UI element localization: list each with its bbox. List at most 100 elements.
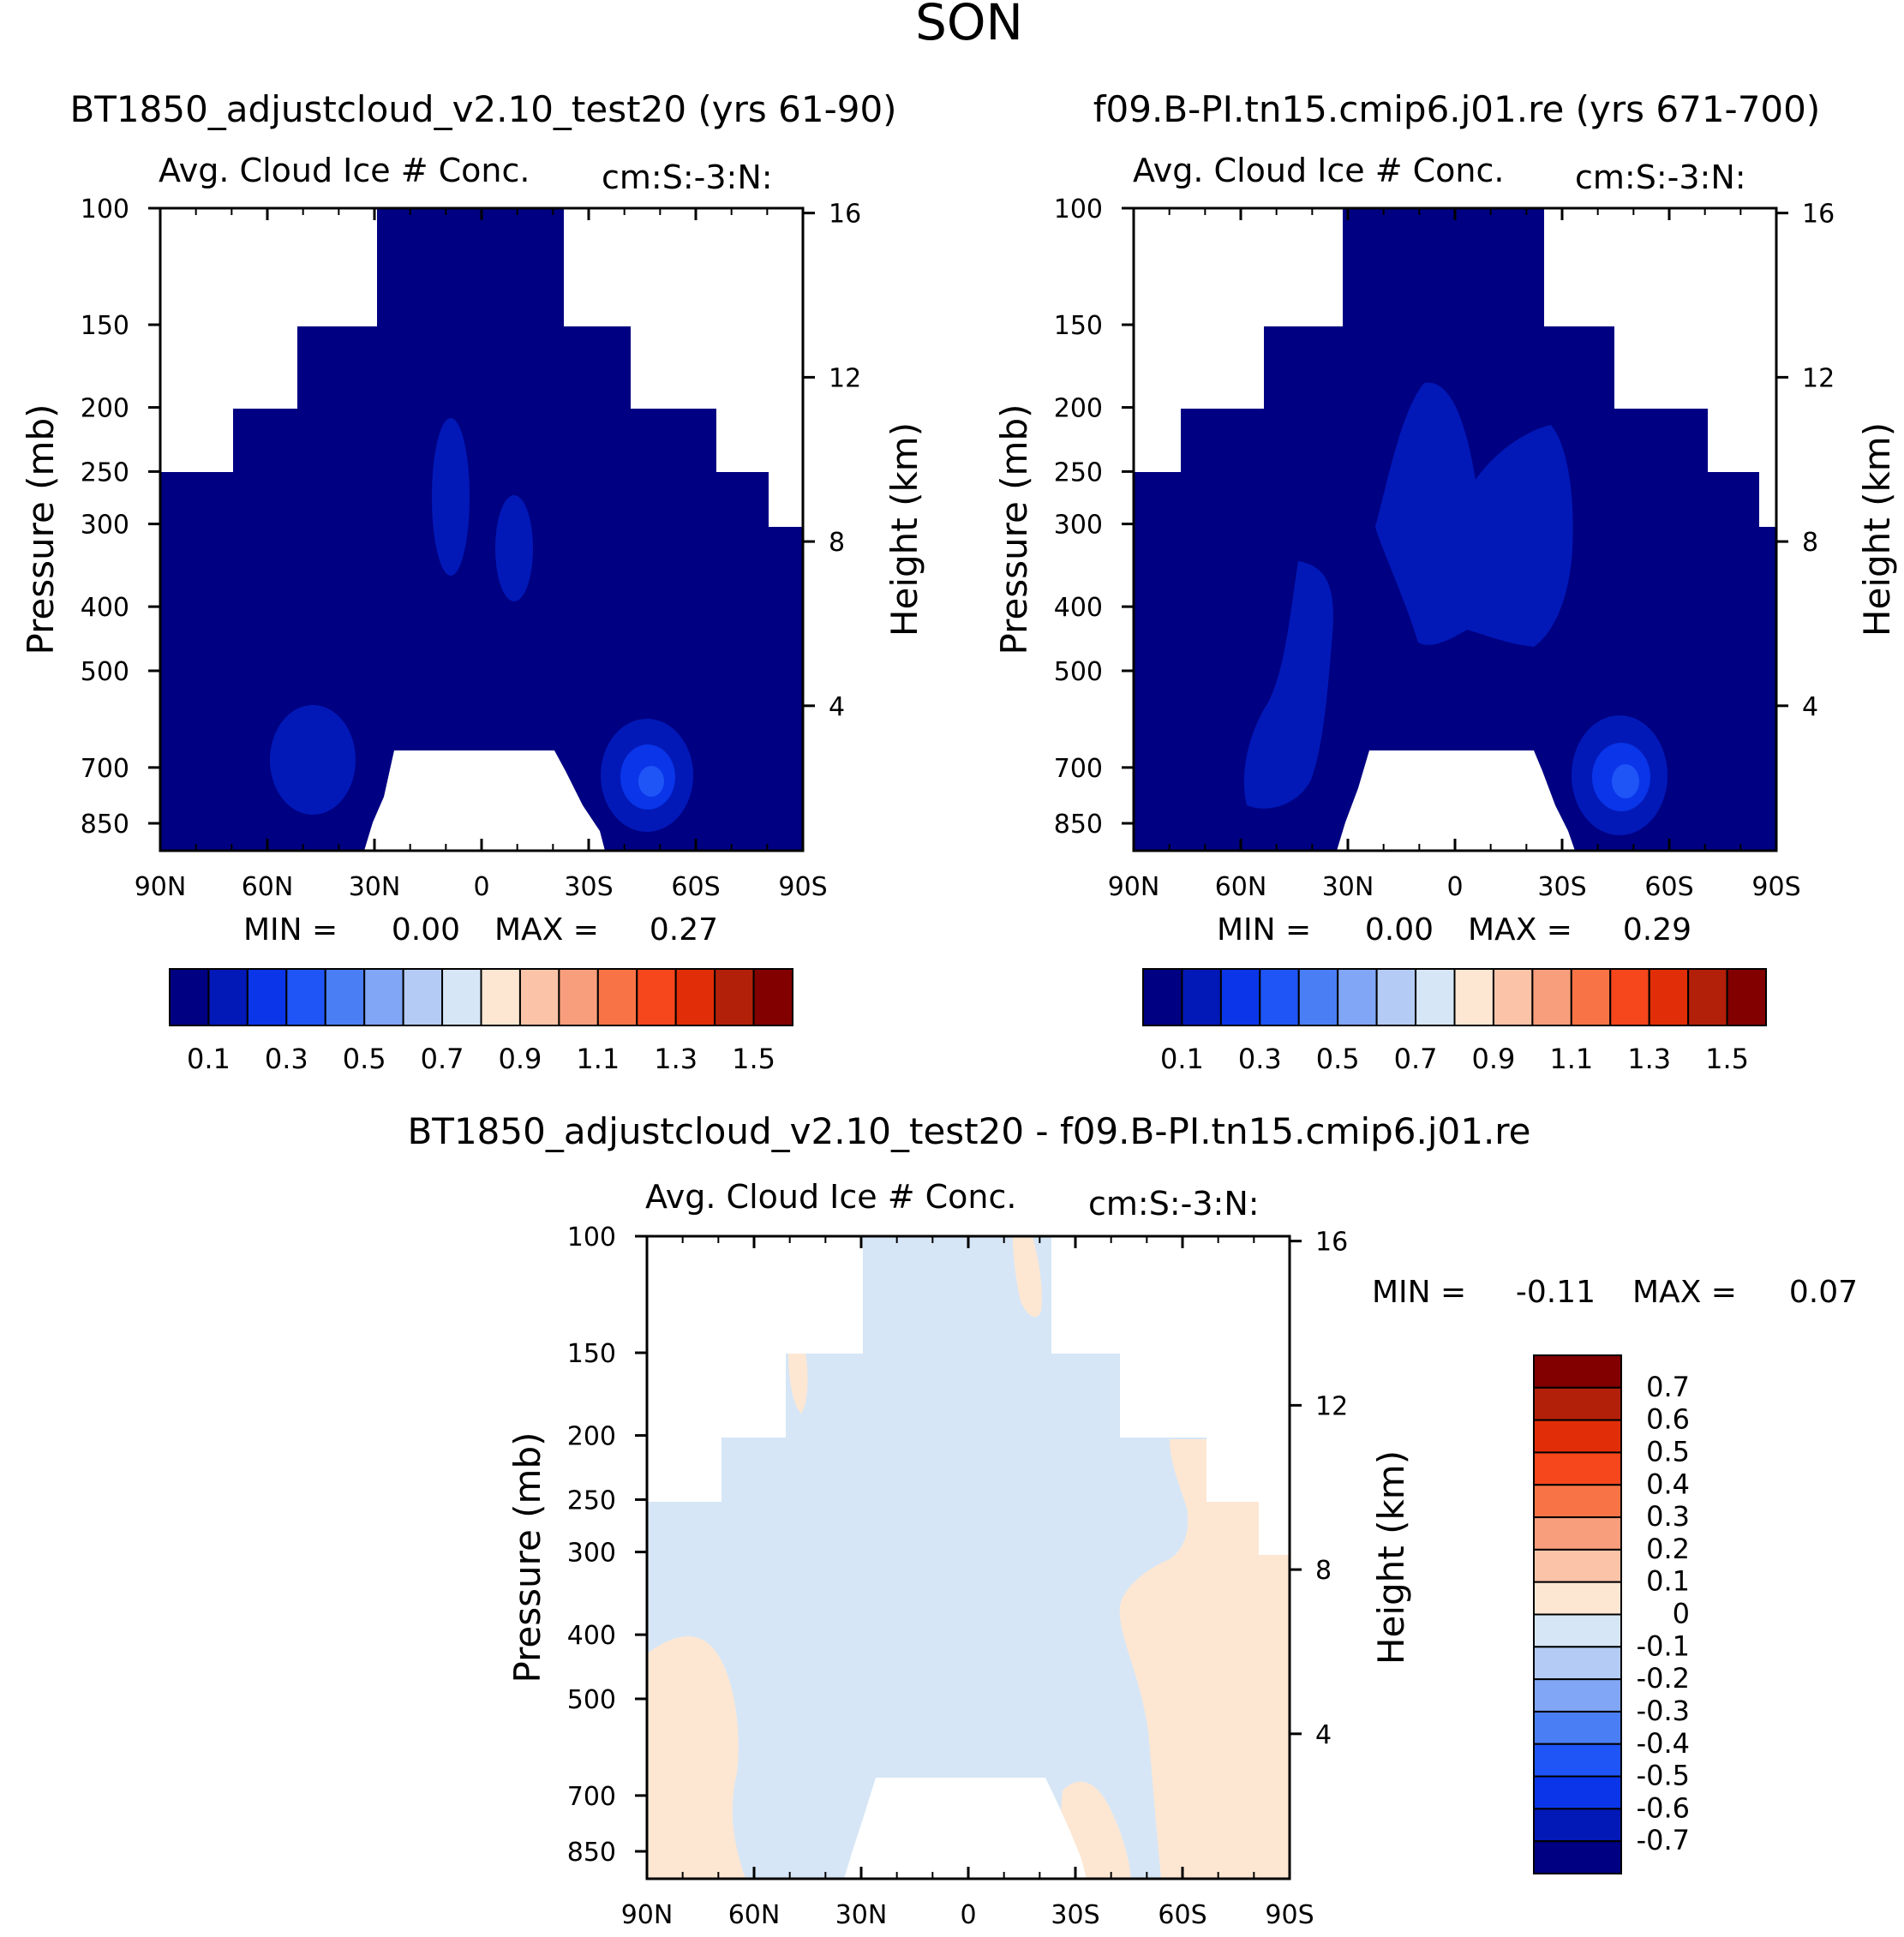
colorbar-box: [1726, 968, 1767, 1026]
x-tick-label: 90S: [1265, 1900, 1314, 1930]
colorbar-label: 0.5: [1646, 1435, 1690, 1468]
y-tick-label: 250: [567, 1486, 616, 1516]
x-tick-label: 90S: [778, 872, 827, 902]
y-tick-label: 100: [567, 1223, 616, 1252]
y-tick-label: 700: [1054, 754, 1103, 784]
colorbar-label: -0.7: [1637, 1824, 1690, 1856]
colorbar-box: [207, 968, 248, 1026]
panel-3-plot-area: [645, 1235, 1291, 1880]
panel-2-field-region: [1375, 382, 1573, 647]
colorbar-box: [402, 968, 444, 1026]
x-tick-label: 30N: [349, 872, 401, 902]
colorbar-box: [1648, 968, 1690, 1026]
x-tick-label: 60S: [671, 872, 720, 902]
panel-1: BT1850_adjustcloud_v2.10_test20 (yrs 61-…: [20, 88, 925, 948]
colorbar-box: [518, 968, 560, 1026]
colorbar-box: [1219, 968, 1261, 1026]
colorbar-box: [363, 968, 404, 1026]
panel-1-field-region: [638, 766, 664, 797]
panel-3-case-title: BT1850_adjustcloud_v2.10_test20 - f09.B-…: [407, 1110, 1530, 1152]
y-tick-label: 500: [567, 1685, 616, 1715]
panel-2-max-value: 0.29: [1623, 912, 1691, 948]
colorbar-label: 0.3: [1238, 1043, 1282, 1075]
colorbar-label: 0.4: [1646, 1468, 1690, 1500]
y-tick-label: 150: [81, 311, 129, 341]
panel-1-y-label: Pressure (mb): [20, 404, 62, 655]
y2-tick-label: 12: [829, 363, 861, 393]
generated-marks: 90N 60N 30N 0 30S 60S 90S100150200250300400500…: [81, 194, 1835, 1930]
panel-2-min-label: MIN =: [1217, 912, 1311, 948]
y2-tick-label: 4: [829, 692, 845, 722]
colorbar-box: [1375, 968, 1417, 1026]
y-tick-label: 200: [567, 1422, 616, 1452]
colorbar-box: [1337, 968, 1378, 1026]
y2-tick-label: 4: [1315, 1720, 1332, 1750]
y2-tick-label: 12: [1315, 1391, 1348, 1421]
panel-3-y-label: Pressure (mb): [506, 1432, 548, 1683]
colorbar-box: [1687, 968, 1728, 1026]
y-tick-label: 300: [567, 1539, 616, 1569]
colorbar-box: [169, 968, 210, 1026]
colorbar-label: 0.2: [1646, 1533, 1690, 1565]
y2-tick-label: 16: [829, 200, 861, 230]
colorbar-label: 0.1: [1160, 1043, 1204, 1075]
y2-tick-label: 8: [829, 528, 845, 558]
y-tick-label: 400: [567, 1621, 616, 1651]
y-tick-label: 150: [1054, 311, 1103, 341]
colorbar-box: [714, 968, 755, 1026]
colorbar-box: [1533, 1743, 1622, 1778]
figure-title: SON: [915, 0, 1023, 51]
y-tick-label: 100: [1054, 194, 1103, 224]
panel-2-units-label: cm:S:-3:N:: [1575, 158, 1746, 196]
y-tick-label: 300: [1054, 511, 1103, 541]
x-tick-label: 90S: [1751, 872, 1800, 902]
x-tick-label: 0: [1446, 872, 1463, 902]
colorbar-box: [1533, 1775, 1622, 1810]
panel-1-variable-label: Avg. Cloud Ice # Conc.: [159, 152, 530, 189]
y-tick-label: 850: [81, 810, 129, 840]
x-tick-label: 0: [473, 872, 489, 902]
x-tick-label: 60S: [1644, 872, 1693, 902]
panel-2: f09.B-PI.tn15.cmip6.j01.re (yrs 671-700)…: [993, 88, 1898, 948]
colorbar-label: -0.4: [1637, 1727, 1690, 1760]
panel-1-min-label: MIN =: [243, 912, 338, 948]
colorbar-box: [246, 968, 288, 1026]
colorbar-label: 0.1: [187, 1043, 231, 1075]
colorbar-label: 0.9: [498, 1043, 542, 1075]
y-tick-label: 850: [1054, 810, 1103, 840]
colorbar-label: 0.7: [421, 1043, 464, 1075]
colorbar-box: [1453, 968, 1494, 1026]
panel-3-positive-region: [1119, 1439, 1290, 1879]
panel-2-case-title: f09.B-PI.tn15.cmip6.j01.re (yrs 671-700): [1093, 88, 1821, 130]
panel-3-max-label: MAX =: [1632, 1275, 1737, 1310]
colorbar-box: [1533, 1451, 1622, 1486]
panel-3-positive-region: [1013, 1236, 1042, 1318]
colorbar-label: 1.3: [654, 1043, 698, 1075]
panel-1-field-region: [432, 418, 470, 576]
colorbar-label: 1.5: [1705, 1043, 1749, 1075]
panel-2-variable-label: Avg. Cloud Ice # Conc.: [1133, 152, 1504, 189]
colorbar-box: [1533, 1419, 1622, 1454]
colorbar-box: [1533, 1354, 1622, 1389]
panel-1-units-label: cm:S:-3:N:: [602, 158, 773, 196]
panel-2-plot-area: [1132, 206, 1778, 852]
colorbar-box: [1533, 1386, 1622, 1421]
colorbar-label: 1.5: [732, 1043, 775, 1075]
panel-1-max-label: MAX =: [494, 912, 599, 948]
colorbar-box: [1533, 1581, 1622, 1616]
panel-3-positive-region: [647, 1636, 745, 1879]
panel-3-max-value: 0.07: [1789, 1275, 1858, 1310]
colorbar-label: 0.1: [1646, 1565, 1690, 1598]
y-tick-label: 400: [1054, 593, 1103, 623]
y-tick-label: 500: [1054, 657, 1103, 687]
panel-3-positive-region: [788, 1354, 808, 1414]
panel-3-min-value: -0.11: [1516, 1275, 1596, 1310]
x-tick-label: 30N: [835, 1900, 888, 1930]
x-tick-label: 60N: [242, 872, 294, 902]
colorbar-box: [1533, 1840, 1622, 1874]
y2-tick-label: 16: [1315, 1228, 1348, 1258]
colorbar-box: [1533, 1516, 1622, 1551]
colorbar-label: 1.1: [576, 1043, 620, 1075]
y-tick-label: 300: [81, 511, 129, 541]
